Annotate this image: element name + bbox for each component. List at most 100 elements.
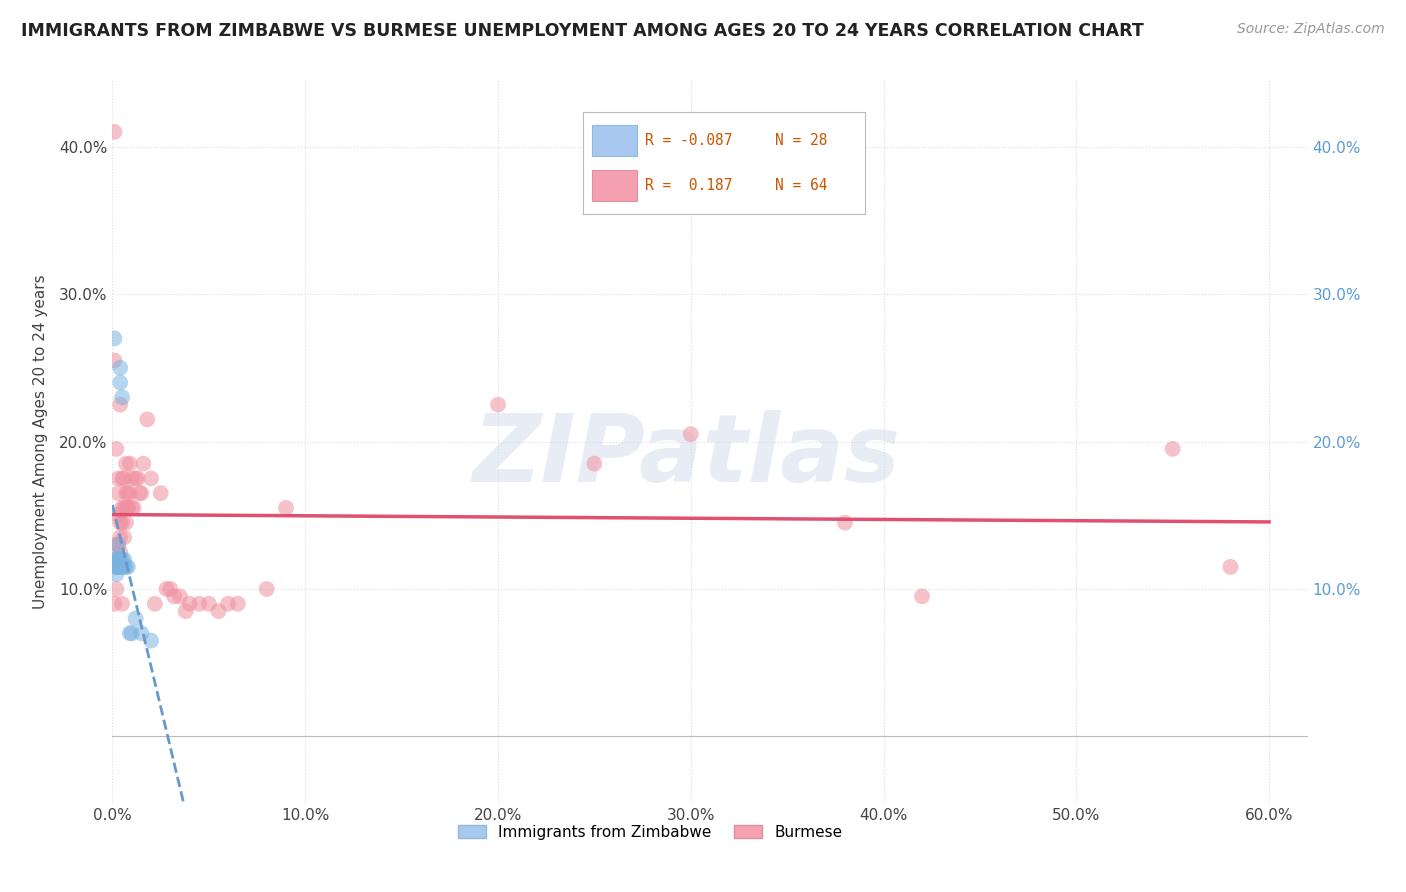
Point	[107, 560, 129, 574]
Point	[127, 471, 149, 485]
Point	[115, 486, 138, 500]
Point	[583, 457, 606, 471]
Text: Source: ZipAtlas.com: Source: ZipAtlas.com	[1237, 22, 1385, 37]
Point	[105, 538, 128, 552]
Point	[911, 590, 934, 604]
Point	[115, 516, 138, 530]
Point	[117, 486, 139, 500]
Point	[105, 552, 128, 566]
FancyBboxPatch shape	[592, 125, 637, 155]
Point	[111, 552, 134, 566]
Point	[103, 331, 125, 345]
Point	[107, 508, 129, 523]
Point	[217, 597, 239, 611]
Point	[103, 597, 125, 611]
Point	[226, 597, 249, 611]
Point	[107, 552, 129, 566]
Point	[103, 353, 125, 368]
Point	[108, 545, 131, 559]
Point	[159, 582, 181, 596]
Point	[143, 597, 166, 611]
Point	[107, 552, 129, 566]
Point	[179, 597, 201, 611]
Point	[198, 597, 221, 611]
Point	[112, 530, 135, 544]
Point	[132, 457, 155, 471]
Point	[118, 457, 141, 471]
Point	[174, 604, 197, 618]
Point	[124, 471, 146, 485]
Point	[121, 500, 143, 515]
Point	[108, 560, 131, 574]
Point	[118, 626, 141, 640]
Point	[131, 626, 153, 640]
Point	[274, 500, 297, 515]
Point	[107, 538, 129, 552]
Point	[115, 500, 138, 515]
Point	[111, 500, 134, 515]
Point	[111, 471, 134, 485]
Legend: Immigrants from Zimbabwe, Burmese: Immigrants from Zimbabwe, Burmese	[453, 819, 848, 846]
Y-axis label: Unemployment Among Ages 20 to 24 years: Unemployment Among Ages 20 to 24 years	[32, 274, 48, 609]
Point	[115, 457, 138, 471]
Point	[834, 516, 856, 530]
Point	[115, 560, 138, 574]
Point	[121, 626, 143, 640]
Point	[107, 538, 129, 552]
Point	[108, 530, 131, 544]
Point	[486, 398, 509, 412]
Point	[103, 125, 125, 139]
Point	[117, 560, 139, 574]
Point	[112, 552, 135, 566]
Point	[108, 376, 131, 390]
Point	[107, 560, 129, 574]
Point	[188, 597, 211, 611]
Text: N = 28: N = 28	[775, 133, 827, 148]
Point	[103, 560, 125, 574]
Text: R = -0.087: R = -0.087	[645, 133, 733, 148]
Point	[107, 471, 129, 485]
Point	[111, 390, 134, 404]
Point	[111, 597, 134, 611]
Point	[163, 590, 186, 604]
Text: IMMIGRANTS FROM ZIMBABWE VS BURMESE UNEMPLOYMENT AMONG AGES 20 TO 24 YEARS CORRE: IMMIGRANTS FROM ZIMBABWE VS BURMESE UNEM…	[21, 22, 1144, 40]
Point	[105, 560, 128, 574]
Point	[112, 560, 135, 574]
Point	[256, 582, 278, 596]
Point	[112, 500, 135, 515]
Text: R =  0.187: R = 0.187	[645, 178, 733, 193]
Point	[155, 582, 177, 596]
Point	[1161, 442, 1184, 456]
FancyBboxPatch shape	[592, 170, 637, 201]
Point	[107, 552, 129, 566]
Point	[122, 500, 145, 515]
Point	[121, 471, 143, 485]
Point	[112, 471, 135, 485]
Point	[103, 552, 125, 566]
Point	[207, 604, 229, 618]
Point	[111, 560, 134, 574]
Point	[117, 500, 139, 515]
Point	[108, 552, 131, 566]
Point	[105, 552, 128, 566]
Point	[117, 500, 139, 515]
Point	[108, 360, 131, 375]
Point	[118, 486, 141, 500]
Point	[139, 633, 162, 648]
Point	[105, 582, 128, 596]
Point	[111, 516, 134, 530]
Point	[136, 412, 159, 426]
Text: N = 64: N = 64	[775, 178, 827, 193]
Point	[679, 427, 702, 442]
Point	[108, 398, 131, 412]
Point	[105, 442, 128, 456]
Point	[139, 471, 162, 485]
Point	[105, 567, 128, 582]
Point	[124, 611, 146, 625]
Text: ZIPatlas: ZIPatlas	[472, 410, 900, 502]
Point	[131, 486, 153, 500]
Point	[169, 590, 191, 604]
Point	[108, 516, 131, 530]
Point	[1219, 560, 1241, 574]
Point	[149, 486, 172, 500]
